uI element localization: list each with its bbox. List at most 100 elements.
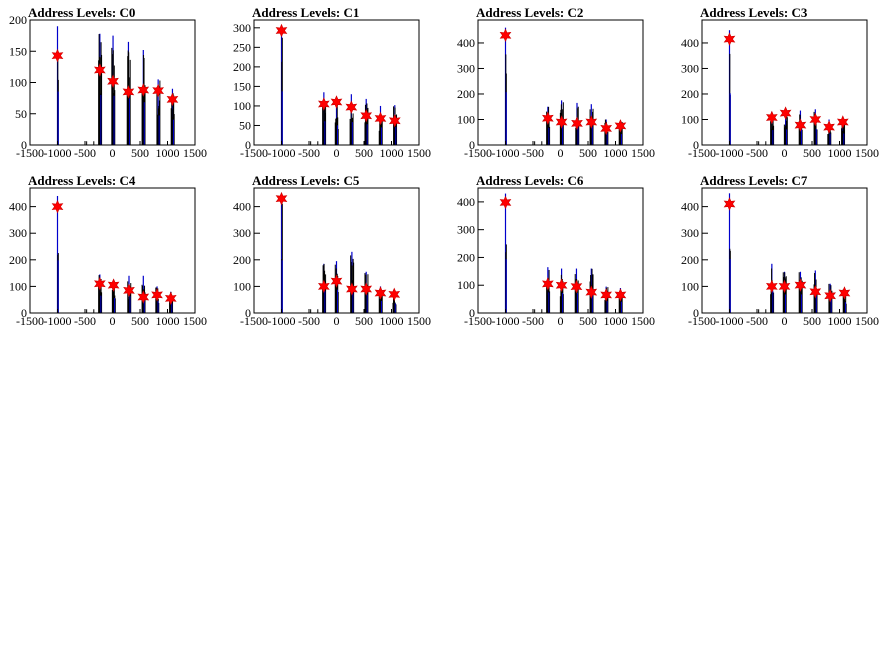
y-tick-label: 0 <box>469 306 475 320</box>
x-tick-label: 1500 <box>407 314 431 328</box>
x-tick-label: -500 <box>74 314 96 328</box>
x-tick-label: 500 <box>131 146 149 160</box>
chart-title: Address Levels: C7 <box>700 173 808 188</box>
chart-title: Address Levels: C0 <box>28 5 135 20</box>
x-tick-label: -1000 <box>492 314 520 328</box>
x-tick-label: 1500 <box>855 146 879 160</box>
peak-marker <box>570 279 583 294</box>
y-tick-label: 400 <box>233 200 251 214</box>
x-tick-label: 1000 <box>380 314 404 328</box>
peak-marker <box>555 115 568 129</box>
peak-marker <box>107 74 119 88</box>
y-tick-label: 200 <box>233 253 251 267</box>
y-tick-label: 200 <box>233 60 251 74</box>
x-tick-label: 1500 <box>183 314 207 328</box>
y-tick-label: 200 <box>681 253 699 267</box>
x-tick-label: 1500 <box>631 314 655 328</box>
x-tick-label: -1000 <box>716 314 744 328</box>
peak-marker <box>275 191 288 206</box>
x-tick-label: -1000 <box>268 314 296 328</box>
x-tick-label: -500 <box>746 146 768 160</box>
y-tick-label: 50 <box>15 107 27 121</box>
peak-marker <box>166 92 179 107</box>
peak-marker <box>585 285 598 299</box>
y-tick-label: 300 <box>233 21 251 35</box>
y-tick-label: 400 <box>457 36 475 50</box>
x-tick-label: 500 <box>579 314 597 328</box>
y-tick-label: 100 <box>457 278 475 292</box>
x-tick-label: 0 <box>782 314 788 328</box>
histogram <box>56 26 175 145</box>
x-tick-label: -1500 <box>16 314 44 328</box>
y-tick-label: 100 <box>9 279 27 293</box>
histogram <box>728 193 847 313</box>
chart-panel-2: Address Levels: C2 0 100 200 300 400 -1500 -100… <box>457 5 655 160</box>
y-tick-label: 0 <box>693 306 699 320</box>
y-tick-label: 100 <box>233 279 251 293</box>
x-tick-label: 1500 <box>407 146 431 160</box>
x-tick-label: -500 <box>746 314 768 328</box>
x-tick-label: -500 <box>522 314 544 328</box>
chart-panel-1: Address Levels: C1 0 50 100 150 200 250 300 -150… <box>233 5 431 160</box>
x-tick-label: -500 <box>522 146 544 160</box>
y-tick-label: 400 <box>681 36 699 50</box>
peak-marker <box>94 63 106 77</box>
peak-marker <box>499 195 512 210</box>
peak-marker <box>107 278 120 292</box>
x-tick-label: -1500 <box>16 146 44 160</box>
peak-marker <box>600 288 612 302</box>
y-tick-label: 200 <box>681 87 699 101</box>
peak-marker <box>346 282 358 296</box>
y-tick-label: 100 <box>681 279 699 293</box>
peak-marker <box>555 278 568 292</box>
x-tick-label: -1500 <box>688 314 716 328</box>
y-tick-label: 300 <box>681 61 699 75</box>
peak-marker <box>164 291 177 306</box>
peak-marker <box>836 115 849 129</box>
peak-marker <box>794 278 807 292</box>
peak-marker <box>374 286 387 300</box>
peak-marker <box>137 83 150 97</box>
peak-marker <box>122 85 135 99</box>
y-tick-label: 250 <box>233 40 251 54</box>
y-tick-label: 0 <box>245 138 251 152</box>
x-tick-label: 1000 <box>156 314 180 328</box>
chart-title: Address Levels: C4 <box>28 173 136 188</box>
x-tick-label: 0 <box>558 146 564 160</box>
y-tick-label: 0 <box>21 306 27 320</box>
x-tick-label: 0 <box>782 146 788 160</box>
chart-title: Address Levels: C3 <box>700 5 808 20</box>
x-tick-label: 1500 <box>855 314 879 328</box>
x-tick-label: 0 <box>334 314 340 328</box>
peak-marker <box>151 288 163 302</box>
peak-marker <box>542 277 554 291</box>
peak-marker <box>779 106 792 120</box>
peak-marker <box>123 283 135 298</box>
peak-marker <box>794 118 807 132</box>
peak-marker <box>823 120 835 134</box>
x-tick-label: 1500 <box>183 146 207 160</box>
peak-marker <box>766 279 778 294</box>
y-tick-label: 400 <box>457 195 475 209</box>
x-tick-label: 1000 <box>156 146 180 160</box>
y-tick-label: 100 <box>681 112 699 126</box>
y-tick-label: 0 <box>693 138 699 152</box>
peak-marker <box>723 197 736 211</box>
y-tick-label: 0 <box>469 138 475 152</box>
peak-marker <box>600 121 612 136</box>
x-tick-label: -1000 <box>44 146 72 160</box>
peak-marker <box>51 199 64 214</box>
x-tick-label: 0 <box>110 314 116 328</box>
x-tick-label: 1500 <box>631 146 655 160</box>
peak-marker <box>388 114 401 128</box>
peak-marker <box>51 48 64 63</box>
y-tick-label: 100 <box>457 112 475 126</box>
y-tick-label: 150 <box>9 44 27 58</box>
peak-marker <box>275 23 288 38</box>
x-tick-label: -1500 <box>688 146 716 160</box>
peak-marker <box>360 108 373 123</box>
peak-marker <box>542 111 554 125</box>
x-tick-label: -500 <box>298 146 320 160</box>
y-tick-label: 300 <box>457 223 475 237</box>
peak-marker <box>345 100 358 114</box>
